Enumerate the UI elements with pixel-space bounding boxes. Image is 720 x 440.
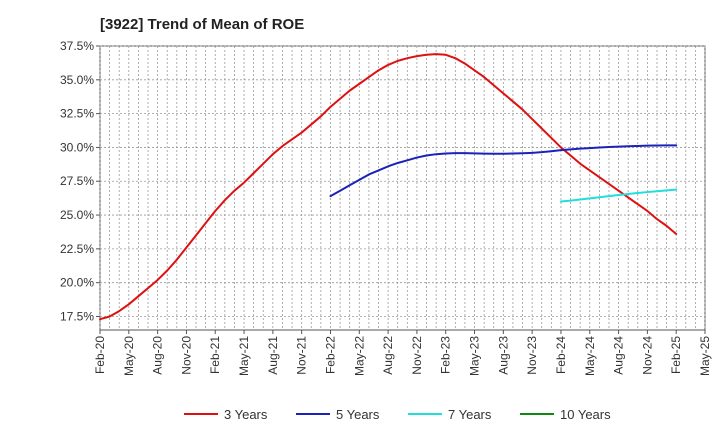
y-tick-label: 35.0% xyxy=(60,73,94,87)
x-tick-label: Feb-22 xyxy=(323,336,337,374)
grid-lines xyxy=(99,45,706,330)
series-line-7-years xyxy=(559,188,678,203)
x-tick-label: Nov-22 xyxy=(410,336,424,375)
series-line-5-years xyxy=(329,144,678,198)
legend-label-3-years: 3 Years xyxy=(224,407,268,422)
x-tick-label: Aug-22 xyxy=(381,336,395,375)
y-tick-label: 17.5% xyxy=(60,309,94,323)
x-tick-label: Feb-25 xyxy=(669,336,683,374)
x-tick-label: Feb-20 xyxy=(93,336,107,374)
y-tick-label: 22.5% xyxy=(60,242,94,256)
y-tick-label: 37.5% xyxy=(60,39,94,53)
y-tick-label: 32.5% xyxy=(60,107,94,121)
y-tick-label: 30.0% xyxy=(60,140,94,154)
x-tick-label: Aug-23 xyxy=(496,336,510,375)
x-tick-label: Feb-24 xyxy=(554,336,568,374)
y-axis-ticks: 17.5% 20.0% 22.5% 25.0% 27.5% 30.0% 32.5% 35.0%… xyxy=(60,39,100,323)
x-tick-label: Nov-21 xyxy=(295,336,309,375)
x-tick-label: Aug-20 xyxy=(151,336,165,375)
x-axis-ticks: Feb-20 May-20 Aug-20 Nov-20 Feb-21 May-21 Aug-… xyxy=(93,330,712,376)
y-tick-label: 27.5% xyxy=(60,174,94,188)
x-tick-label: May-22 xyxy=(352,336,366,376)
legend-label-5-years: 5 Years xyxy=(336,407,380,422)
legend-label-7-years: 7 Years xyxy=(448,407,492,422)
x-tick-label: May-20 xyxy=(122,336,136,376)
legend-label-10-years: 10 Years xyxy=(560,407,611,422)
x-tick-label: Aug-24 xyxy=(612,336,626,375)
series-line-3-years xyxy=(99,53,678,321)
y-tick-label: 25.0% xyxy=(60,208,94,222)
x-tick-label: May-23 xyxy=(468,336,482,376)
x-tick-label: Feb-23 xyxy=(439,336,453,374)
x-tick-label: Nov-23 xyxy=(525,336,539,375)
y-tick-label: 20.0% xyxy=(60,276,94,290)
x-tick-label: Nov-20 xyxy=(179,336,193,375)
x-tick-label: Aug-21 xyxy=(266,336,280,375)
chart-title: [3922] Trend of Mean of ROE xyxy=(100,16,304,33)
legend: 3 Years 5 Years 7 Years 10 Years xyxy=(184,407,611,422)
x-tick-label: May-21 xyxy=(237,336,251,376)
x-tick-label: Nov-24 xyxy=(640,336,654,375)
x-tick-label: Feb-21 xyxy=(208,336,222,374)
series-lines xyxy=(99,53,678,321)
x-tick-label: May-25 xyxy=(698,336,712,376)
x-tick-label: May-24 xyxy=(583,336,597,376)
